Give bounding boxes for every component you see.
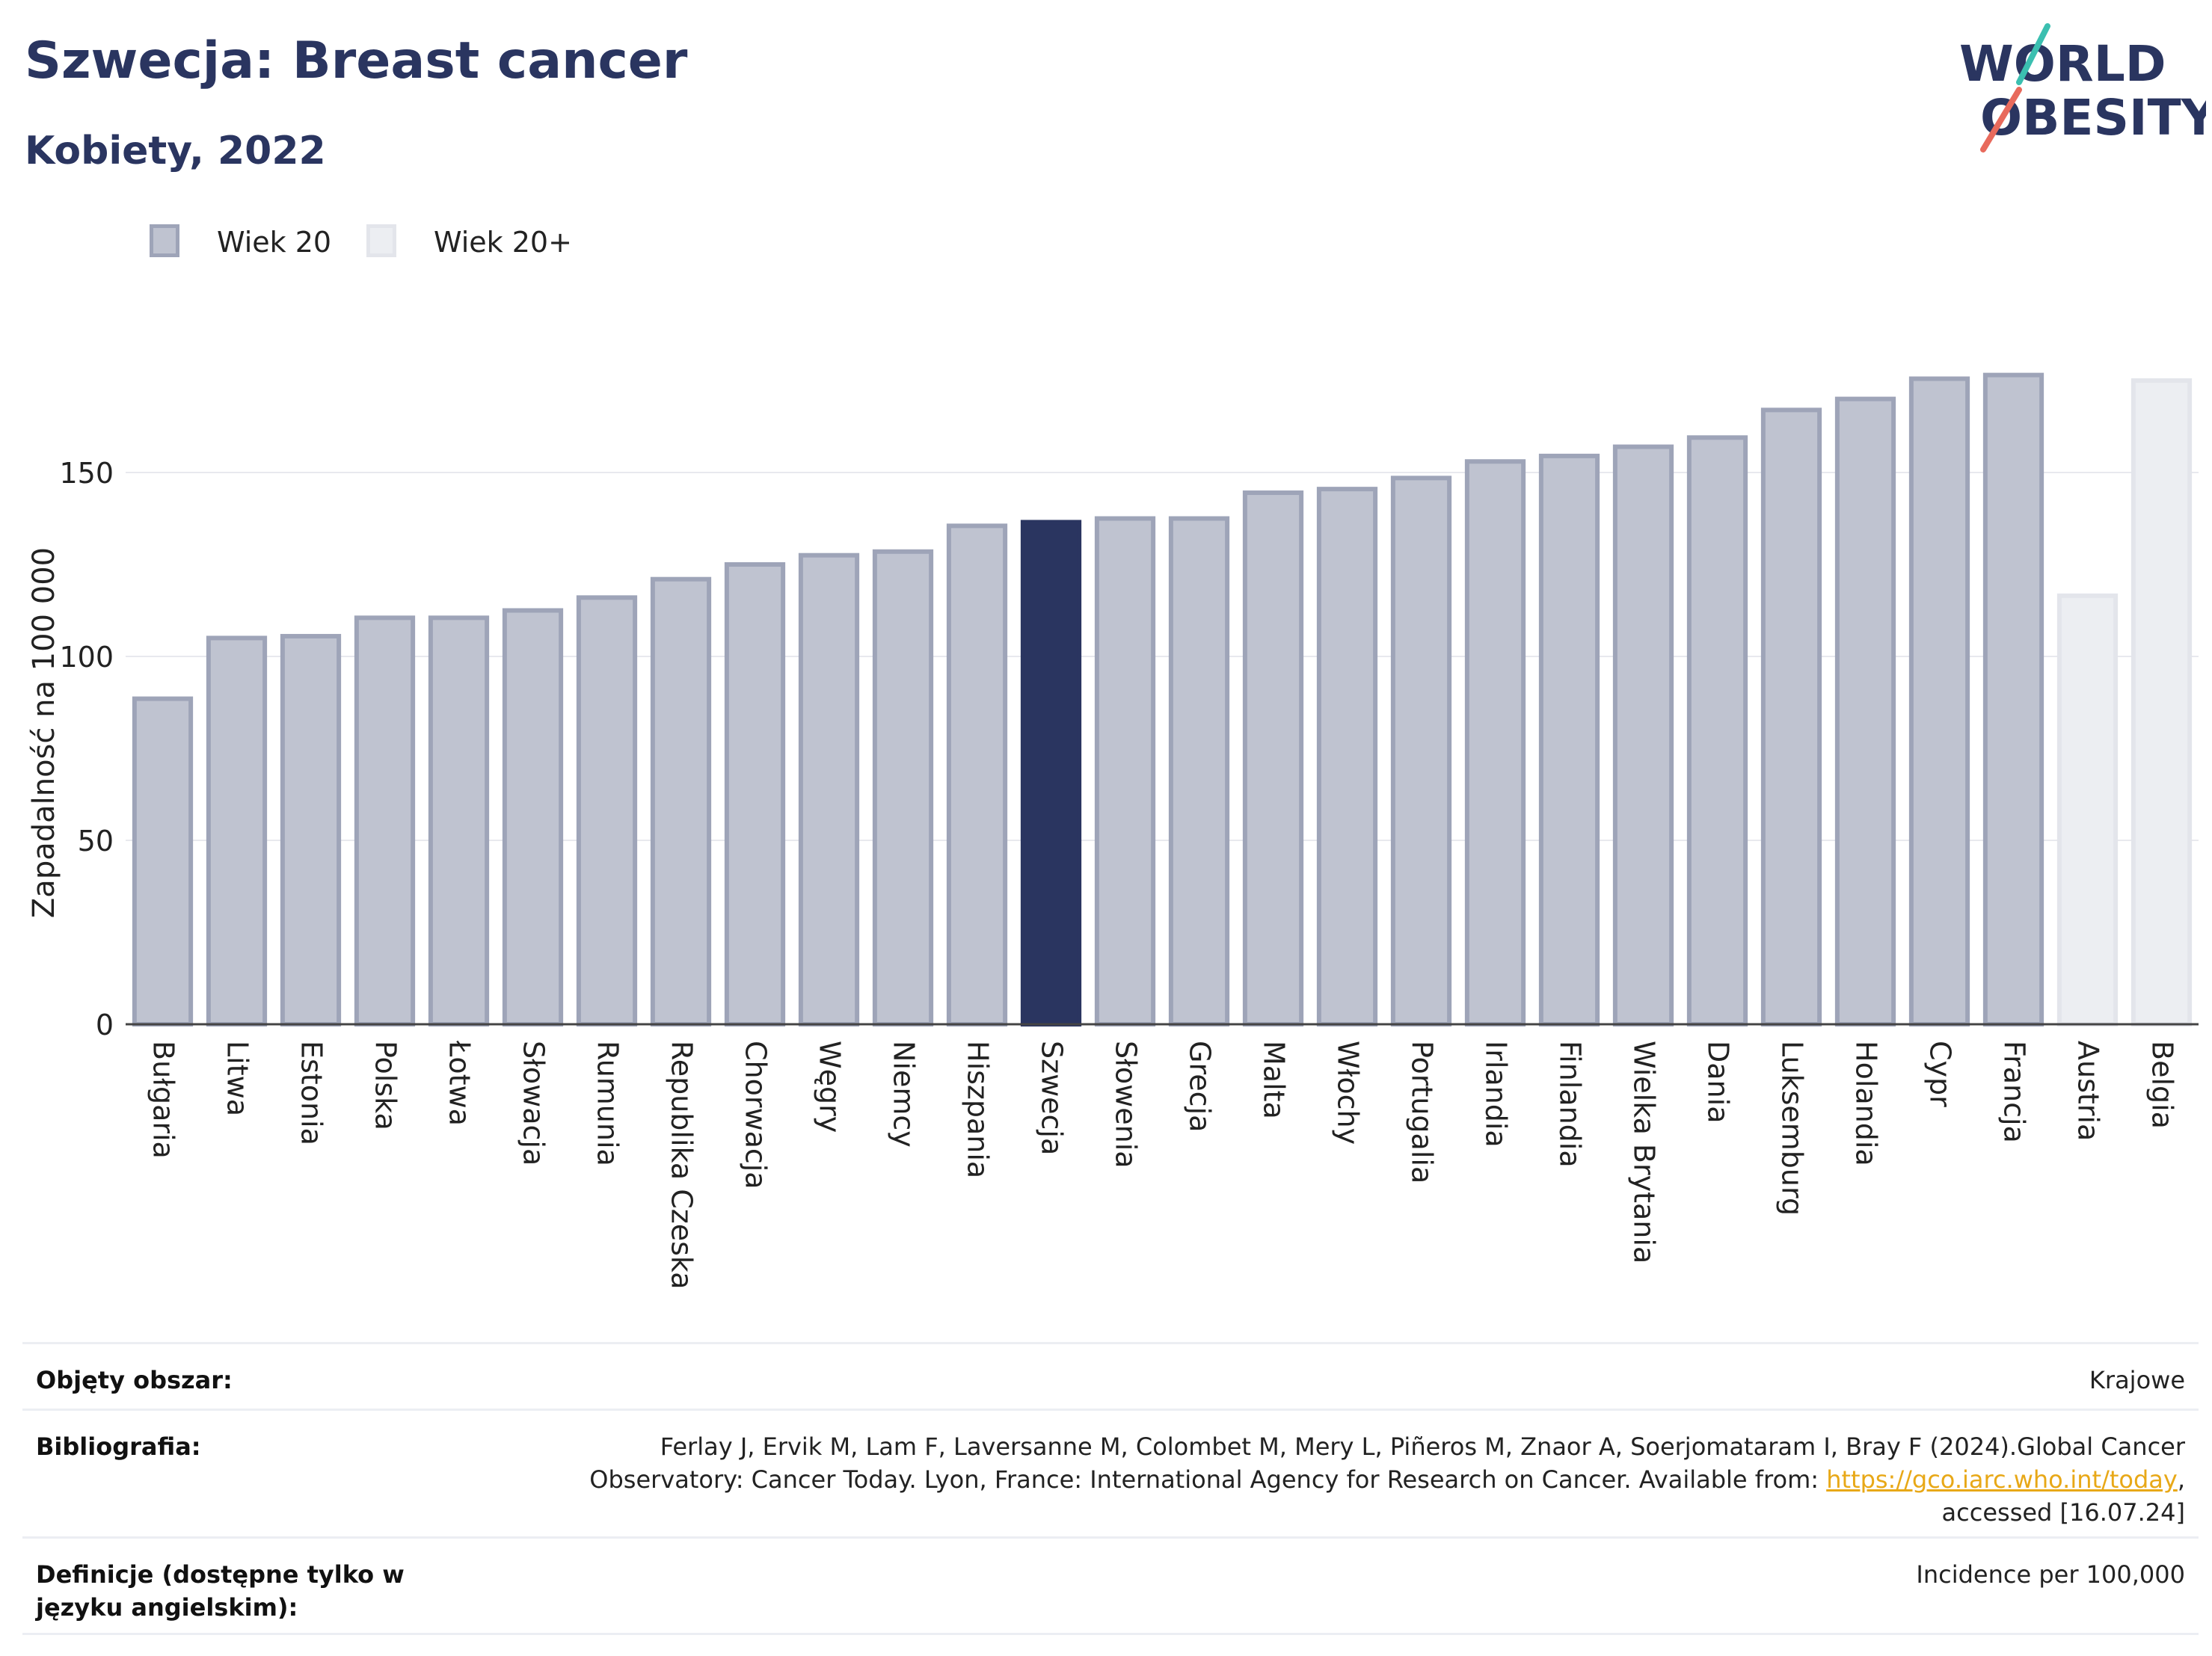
page-title: Szwecja: Breast cancer [25, 31, 688, 90]
x-tick-label: Rumunia [592, 1041, 624, 1166]
meta-row-definitions: Definicje (dostępne tylko w języku angie… [22, 1536, 2199, 1635]
y-axis-label: Zapadalność na 100 000 [27, 547, 61, 918]
definitions-label: Definicje (dostępne tylko w języku angie… [36, 1560, 405, 1622]
meta-row-bibliography: Bibliografia: Ferlay J, Ervik M, Lam F, … [22, 1409, 2199, 1536]
bar [2056, 593, 2119, 1026]
x-tick-label: Hiszpania [962, 1041, 995, 1178]
world-obesity-logo: WORLD OBESITY [1959, 23, 2206, 153]
metadata-table: Objęty obszar: Krajowe Bibliografia: Fer… [22, 1342, 2199, 1635]
page-subtitle: Kobiety, 2022 [25, 129, 326, 173]
bibliography-value: Ferlay J, Ervik M, Lam F, Laversanne M, … [540, 1430, 2185, 1529]
bibliography-accessed: , accessed [16.07.24] [1941, 1465, 2185, 1527]
legend-swatch [366, 224, 396, 257]
legend-label: Wiek 20+ [434, 226, 572, 259]
x-tick-label: Estonia [295, 1041, 328, 1145]
y-tick-label: 50 [78, 825, 114, 858]
bar [1242, 490, 1304, 1026]
x-tick-label: Republika Czeska [666, 1041, 698, 1290]
bar [280, 633, 342, 1026]
x-tick-label: Grecja [1184, 1041, 1217, 1132]
x-tick-label: Węgry [814, 1041, 847, 1133]
bar [2130, 378, 2193, 1026]
x-tick-label: Włochy [1332, 1041, 1365, 1145]
y-tick-label: 100 [59, 641, 114, 674]
x-tick-label: Austria [2072, 1041, 2105, 1141]
x-tick-label: Belgia [2146, 1041, 2179, 1129]
bar [1316, 487, 1378, 1026]
x-tick-label: Litwa [221, 1041, 254, 1116]
x-tick-label: Niemcy [888, 1041, 921, 1148]
bibliography-label: Bibliografia: [36, 1432, 201, 1461]
bar [206, 635, 268, 1026]
x-tick-label: Łotwa [443, 1040, 476, 1126]
bar [1612, 444, 1674, 1026]
x-tick-label: Szwecja [1036, 1041, 1069, 1155]
x-tick-label: Polska [369, 1041, 402, 1130]
x-tick-label: Bułgaria [147, 1041, 180, 1159]
x-tick-label: Słowacja [517, 1041, 550, 1166]
bar [724, 562, 786, 1026]
bar [354, 615, 416, 1026]
x-tick-label: Irlandia [1480, 1041, 1513, 1148]
x-tick-label: Holandia [1850, 1041, 1883, 1166]
x-tick-label: Francja [1998, 1041, 2031, 1143]
x-tick-label: Luksemburg [1776, 1041, 1809, 1216]
area-label: Objęty obszar: [36, 1366, 233, 1394]
bar [1538, 453, 1600, 1027]
logo-line1: WORLD [1959, 35, 2166, 93]
bar [1094, 516, 1156, 1026]
bibliography-text: Ferlay J, Ervik M, Lam F, Laversanne M, … [589, 1432, 2185, 1494]
x-tick-label: Cypr [1924, 1041, 1957, 1107]
bar [1168, 516, 1230, 1026]
x-tick-label: Portugalia [1406, 1041, 1439, 1183]
bibliography-link[interactable]: https://gco.iarc.who.int/today [1826, 1465, 2178, 1494]
x-tick-label: Dania [1702, 1041, 1735, 1123]
x-tick-label: Wielka Brytania [1628, 1041, 1661, 1263]
logo-line2: OBESITY [1980, 89, 2206, 147]
bar [650, 576, 712, 1026]
legend-label: Wiek 20 [217, 226, 332, 259]
bar [1686, 435, 1748, 1026]
bar [428, 615, 490, 1026]
x-tick-label: Finlandia [1554, 1041, 1587, 1168]
bar [872, 549, 934, 1026]
bar [1908, 376, 1970, 1027]
y-tick-label: 150 [59, 457, 114, 490]
x-tick-label: Słowenia [1110, 1041, 1143, 1169]
legend-swatch [150, 224, 179, 257]
area-value: Krajowe [2089, 1366, 2185, 1394]
bar [1020, 520, 1082, 1027]
bar [1760, 407, 1822, 1027]
bar [132, 696, 194, 1027]
definitions-value: Incidence per 100,000 [1916, 1560, 2185, 1589]
bar [1834, 396, 1896, 1027]
bar-chart: 0 50 100 150 Zapadalność na 100 000 Bułgaria L… [27, 372, 2199, 1290]
x-tick-label: Malta [1258, 1041, 1291, 1119]
bar [946, 523, 1008, 1026]
bar [1390, 475, 1452, 1026]
bar [1982, 372, 2044, 1027]
bar [576, 595, 638, 1026]
bar [1464, 459, 1526, 1027]
x-tick-label: Chorwacja [740, 1041, 772, 1189]
y-tick-label: 0 [96, 1009, 114, 1041]
bar [798, 552, 860, 1026]
meta-row-area: Objęty obszar: Krajowe [22, 1342, 2199, 1409]
bar [502, 608, 564, 1026]
